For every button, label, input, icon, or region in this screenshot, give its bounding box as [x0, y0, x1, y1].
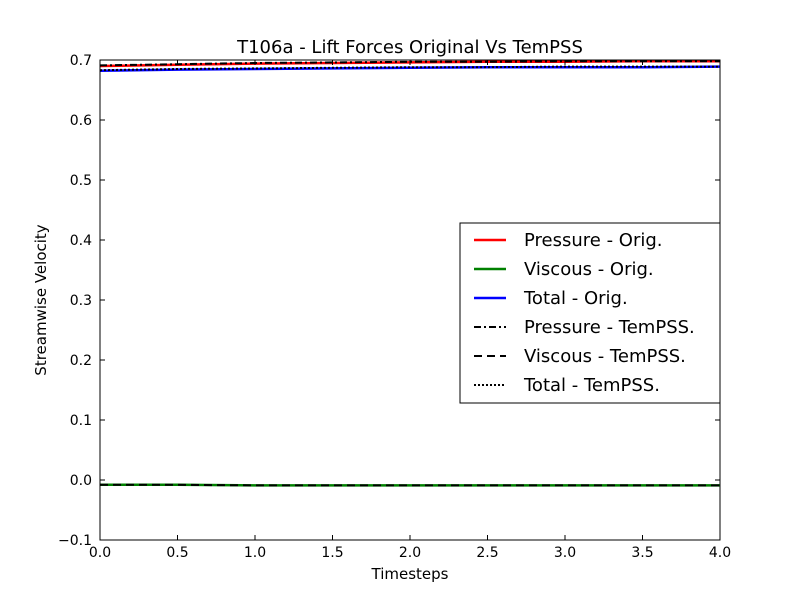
legend-item: Viscous - Orig. [474, 259, 654, 280]
x-tick-label: 1.0 [244, 545, 266, 561]
y-tick-label: 0.5 [70, 173, 92, 189]
plot-area: 0.0 0.5 1.0 1.5 2.0 2.5 3.0 3.5 4.0−0.10.00.10.2… [58, 53, 731, 561]
legend-box [459, 222, 721, 404]
legend-item: Viscous - TemPSS. [474, 346, 686, 367]
y-tick-label: 0.0 [70, 473, 92, 489]
x-tick-label: 3.0 [554, 545, 576, 561]
y-tick-label: 0.6 [70, 113, 92, 129]
y-tick-label: 0.4 [70, 233, 92, 249]
x-tick-label: 3.5 [631, 545, 653, 561]
series-line-6 [100, 65, 720, 72]
legend-label: Pressure - Orig. [524, 230, 663, 251]
x-axis-label: Timesteps [371, 565, 449, 583]
y-tick-label: −0.1 [58, 533, 92, 549]
x-tick-label: 2.0 [399, 545, 421, 561]
y-tick-label: 0.3 [70, 293, 92, 309]
legend: Pressure - Orig. Viscous - Orig. Total - O… [459, 222, 721, 404]
legend-label: Viscous - TemPSS. [524, 346, 686, 367]
y-tick-label: 0.2 [70, 353, 92, 369]
legend-item: Total - Orig. [474, 288, 628, 309]
x-tick-label: 1.5 [321, 545, 343, 561]
y-axis-label: Streamwise Velocity [32, 224, 50, 375]
x-tick-label: 2.5 [476, 545, 498, 561]
legend-item: Pressure - Orig. [474, 230, 663, 251]
x-tick-label: 4.0 [709, 545, 731, 561]
chart-title: T106a - Lift Forces Original Vs TemPSS [236, 37, 583, 58]
legend-item: Total - TemPSS. [474, 375, 660, 396]
legend-label: Viscous - Orig. [524, 259, 654, 280]
x-tick-label: 0.0 [89, 545, 111, 561]
x-tick-label: 0.5 [166, 545, 188, 561]
y-tick-label: 0.7 [70, 53, 92, 69]
series-line-2 [100, 483, 720, 487]
y-tick-label: 0.1 [70, 413, 92, 429]
legend-label: Total - Orig. [523, 288, 628, 309]
legend-item: Pressure - TemPSS. [474, 317, 695, 338]
legend-label: Pressure - TemPSS. [524, 317, 695, 338]
legend-label: Total - TemPSS. [523, 375, 660, 396]
